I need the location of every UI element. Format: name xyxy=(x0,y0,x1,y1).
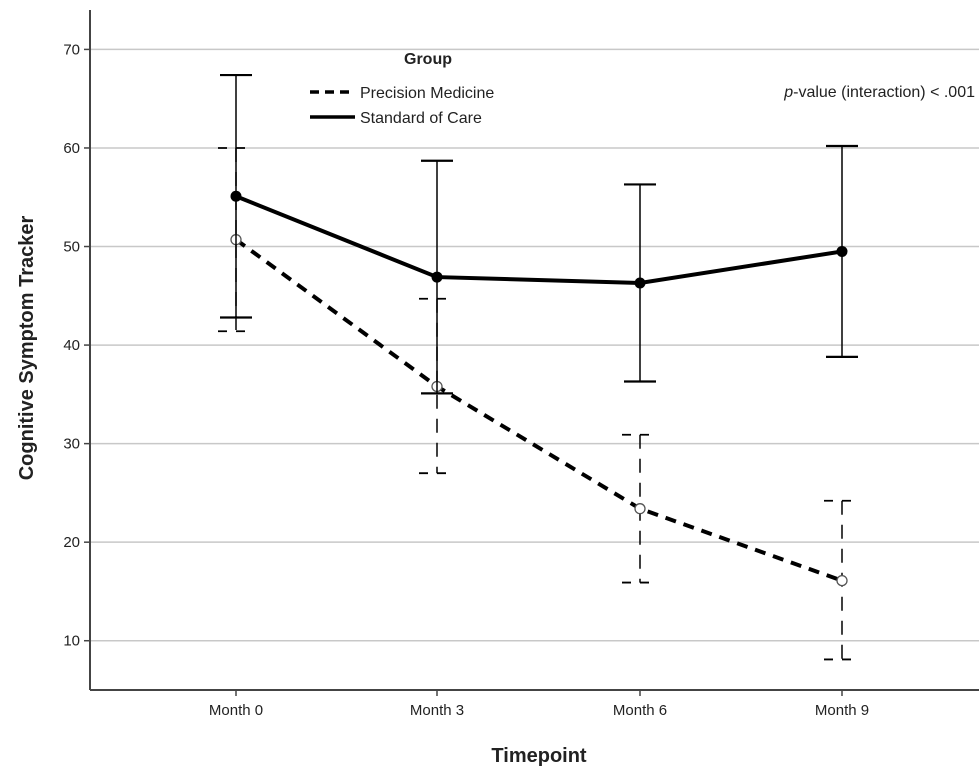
y-tick-label: 70 xyxy=(63,41,80,58)
y-tick-label: 50 xyxy=(63,239,80,256)
y-tick-label: 30 xyxy=(63,436,80,453)
series-precision-medicine xyxy=(218,147,860,661)
x-tick-label: Month 3 xyxy=(410,702,464,719)
y-tick-label: 20 xyxy=(63,534,80,551)
p-value-italic: p xyxy=(783,84,793,101)
data-point xyxy=(431,271,443,283)
y-axis-ticks: 10 20 30 40 50 60 70 xyxy=(63,41,90,650)
data-point xyxy=(634,503,646,515)
p-value-annotation: p-value (interaction) < .001 xyxy=(783,84,975,101)
data-point xyxy=(634,277,646,289)
x-tick-label: Month 6 xyxy=(613,702,667,719)
legend-title: Group xyxy=(404,51,452,68)
data-point xyxy=(230,190,242,202)
series-layer xyxy=(218,73,860,661)
y-tick-label: 10 xyxy=(63,633,80,650)
x-axis-ticks: Month 0 Month 3 Month 6 Month 9 xyxy=(209,690,869,719)
x-axis-label: Timepoint xyxy=(491,745,587,767)
y-tick-label: 60 xyxy=(63,140,80,157)
legend: Group Precision Medicine Standard of Car… xyxy=(310,51,494,127)
grid-lines xyxy=(90,48,979,642)
series-line xyxy=(235,194,843,285)
data-point xyxy=(836,245,848,257)
x-tick-label: Month 0 xyxy=(209,702,263,719)
series-line xyxy=(234,238,843,583)
x-tick-label: Month 9 xyxy=(815,702,869,719)
legend-label-precision-medicine: Precision Medicine xyxy=(360,85,494,102)
series-standard-of-care xyxy=(220,73,858,395)
y-axis-label: Cognitive Symptom Tracker xyxy=(16,216,38,481)
p-value-text: -value (interaction) < .001 xyxy=(793,84,975,101)
data-point xyxy=(836,574,848,587)
y-tick-label: 40 xyxy=(63,337,80,354)
legend-label-standard-of-care: Standard of Care xyxy=(360,110,482,127)
